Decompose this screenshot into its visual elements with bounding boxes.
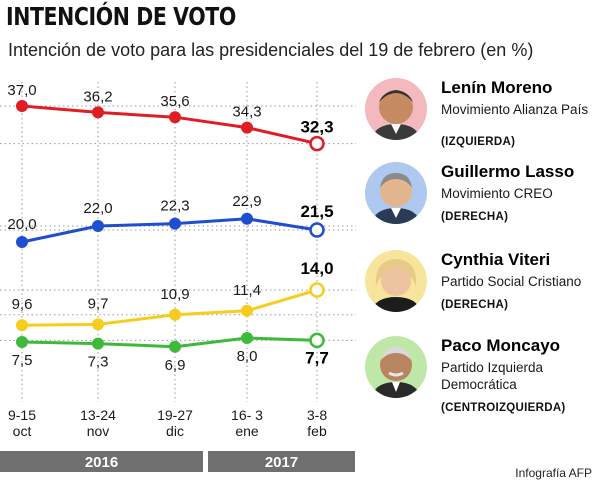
lasso-portrait-icon: [371, 173, 421, 224]
year-bar: [0, 451, 203, 472]
data-label: 11,4: [233, 282, 261, 299]
data-point-hollow: [309, 282, 325, 298]
tick-label: nov: [87, 423, 110, 439]
viteri-portrait-icon: [371, 259, 421, 312]
data-label: 9,6: [12, 296, 33, 313]
candidate-ideology: (DERECHA): [441, 211, 509, 223]
avatar: [365, 162, 427, 224]
series-line: [21, 104, 318, 146]
year-label: 2016: [85, 454, 118, 471]
data-point-hollow: [309, 135, 325, 152]
data-point: [169, 217, 181, 230]
moncayo-portrait-icon: [371, 347, 421, 398]
data-point: [16, 336, 28, 348]
data-label: 34,3: [232, 104, 261, 121]
data-point: [241, 121, 253, 134]
data-point: [169, 111, 181, 124]
data-label: 20,0: [7, 216, 36, 233]
tick-label: ene: [235, 423, 259, 439]
candidate-card-viteri: Cynthia Viteri Partido Social Cristiano …: [365, 250, 600, 330]
data-label: 36,2: [83, 88, 112, 105]
candidate-ideology: (CENTROIZQUIERDA): [441, 402, 566, 414]
candidate-card-moreno: Lenín Moreno Movimiento Alianza País (IZ…: [365, 78, 600, 158]
data-point: [169, 340, 181, 353]
data-label: 9,7: [88, 295, 109, 312]
data-point: [169, 308, 181, 321]
data-point: [241, 332, 253, 344]
data-label: 7,3: [88, 354, 109, 371]
tick-label: 19-27: [157, 407, 193, 423]
year-label: 2017: [265, 454, 298, 471]
data-label: 10,9: [160, 286, 189, 303]
avatar: [365, 78, 427, 140]
candidate-party: Partido Social Cristiano: [441, 274, 582, 289]
line-chart: 37,0 36,2 35,6 34,3 32,3 20,0 22,0 22,3 22,9 21,5…: [0, 82, 356, 472]
data-label: 37,0: [7, 82, 36, 99]
data-point: [241, 212, 253, 225]
candidate-ideology: (DERECHA): [441, 299, 509, 311]
candidate-card-lasso: Guillermo Lasso Movimiento CREO (DERECHA…: [365, 162, 600, 242]
candidate-card-moncayo: Paco Moncayo Partido Izquierda Democráti…: [365, 336, 600, 416]
data-point: [241, 304, 253, 317]
data-label: 7,7: [305, 348, 329, 367]
tick-label: 16- 3: [231, 407, 263, 423]
data-label: 22,3: [160, 198, 189, 215]
tick-label: oct: [13, 423, 32, 439]
candidate-name: Guillermo Lasso: [441, 162, 575, 181]
data-label: 32,3: [300, 118, 333, 137]
candidate-name: Paco Moncayo: [441, 336, 561, 355]
avatar: [365, 336, 427, 398]
data-point-hollow: [309, 222, 325, 238]
data-label: 7,5: [12, 352, 33, 369]
data-label: 14,0: [300, 259, 333, 278]
moreno-portrait-icon: [371, 90, 421, 140]
candidate-ideology: (IZQUIERDA): [441, 136, 516, 148]
tick-label: feb: [307, 423, 327, 439]
chart-subtitle: Intención de voto para las presidenciale…: [8, 40, 534, 60]
data-point: [92, 106, 104, 119]
tick-label: 9-15: [8, 407, 36, 423]
data-label: 35,6: [160, 93, 189, 110]
candidate-party: Movimiento Alianza País: [441, 102, 589, 117]
credit-label: Infografía AFP: [515, 466, 592, 480]
data-point: [16, 236, 28, 248]
data-point: [92, 318, 104, 331]
candidate-name: Lenín Moreno: [441, 78, 553, 97]
data-label: 21,5: [300, 202, 333, 221]
data-point: [92, 220, 104, 232]
candidate-name: Cynthia Viteri: [441, 250, 551, 269]
data-point: [16, 319, 28, 332]
data-point-hollow: [309, 332, 325, 349]
data-label: 22,9: [232, 193, 261, 210]
avatar: [365, 250, 427, 312]
tick-label: 3-8: [307, 407, 327, 423]
candidate-party: Partido Izquierda Democrática: [441, 360, 544, 392]
candidate-party: Movimiento CREO: [441, 186, 553, 201]
tick-label: 13-24: [80, 407, 116, 423]
data-label: 8,0: [237, 348, 258, 365]
tick-label: dic: [166, 423, 184, 439]
page-title: INTENCIÓN DE VOTO: [6, 2, 236, 31]
year-bar: [208, 451, 355, 472]
data-point: [16, 100, 28, 112]
data-label: 6,9: [165, 357, 186, 374]
data-point: [92, 337, 104, 350]
data-label: 22,0: [83, 200, 112, 217]
